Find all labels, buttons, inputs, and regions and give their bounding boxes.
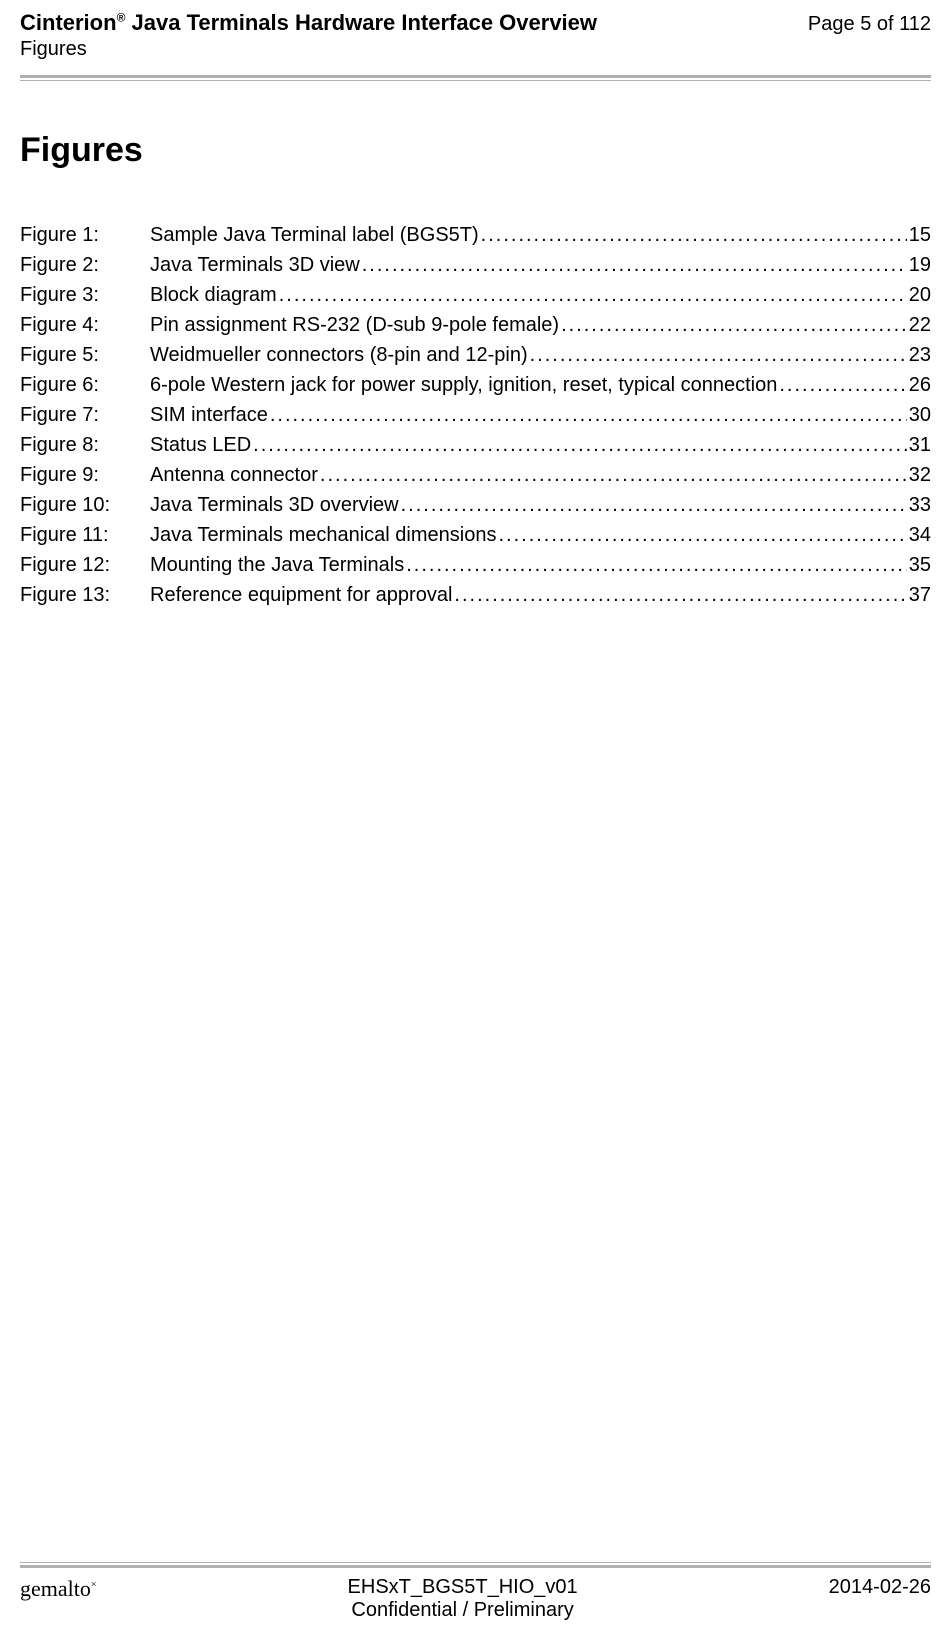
toc-page: 35	[909, 550, 931, 580]
page-number: Page 5 of 112	[808, 13, 931, 36]
toc-label: Figure 4:	[20, 310, 150, 340]
figures-heading: Figures	[20, 131, 931, 170]
toc-row: Figure 8: Status LED 31	[20, 430, 931, 460]
toc-dots	[406, 550, 907, 580]
content-area: Figures Figure 1: Sample Java Terminal l…	[0, 81, 951, 610]
toc-label: Figure 6:	[20, 370, 150, 400]
toc-label: Figure 10:	[20, 490, 150, 520]
footer-date: 2014-02-26	[829, 1576, 931, 1599]
toc-dots	[561, 310, 907, 340]
toc-text: Antenna connector	[150, 460, 318, 490]
toc-text: Java Terminals 3D overview	[150, 490, 399, 520]
toc-row: Figure 6: 6-pole Western jack for power …	[20, 370, 931, 400]
toc-dots	[779, 370, 906, 400]
figures-toc: Figure 1: Sample Java Terminal label (BG…	[20, 220, 931, 610]
toc-dots	[530, 340, 907, 370]
toc-page: 22	[909, 310, 931, 340]
toc-text: Mounting the Java Terminals	[150, 550, 404, 580]
page: Cinterion® Java Terminals Hardware Inter…	[0, 0, 951, 1640]
toc-text: Block diagram	[150, 280, 277, 310]
toc-page: 31	[909, 430, 931, 460]
toc-text: Java Terminals mechanical dimensions	[150, 520, 496, 550]
footer-doc-id: EHSxT_BGS5T_HIO_v01	[348, 1576, 578, 1599]
toc-label: Figure 3:	[20, 280, 150, 310]
title-rest: Java Terminals Hardware Interface Overvi…	[125, 10, 597, 35]
toc-label: Figure 8:	[20, 430, 150, 460]
toc-row: Figure 9: Antenna connector 32	[20, 460, 931, 490]
toc-label: Figure 11:	[20, 520, 150, 550]
toc-label: Figure 2:	[20, 250, 150, 280]
toc-row: Figure 4: Pin assignment RS-232 (D-sub 9…	[20, 310, 931, 340]
toc-page: 32	[909, 460, 931, 490]
toc-row: Figure 11: Java Terminals mechanical dim…	[20, 520, 931, 550]
toc-text: Sample Java Terminal label (BGS5T)	[150, 220, 479, 250]
toc-text: SIM interface	[150, 400, 268, 430]
toc-page: 26	[909, 370, 931, 400]
toc-dots	[481, 220, 907, 250]
toc-text: Reference equipment for approval	[150, 580, 452, 610]
footer-center: EHSxT_BGS5T_HIO_v01 Confidential / Preli…	[348, 1576, 578, 1622]
page-footer: gemalto× EHSxT_BGS5T_HIO_v01 Confidentia…	[20, 1562, 931, 1622]
toc-page: 19	[909, 250, 931, 280]
header-rule-thick	[20, 75, 931, 78]
toc-row: Figure 10: Java Terminals 3D overview 33	[20, 490, 931, 520]
footer-confidential: Confidential / Preliminary	[348, 1599, 578, 1622]
toc-dots	[253, 430, 907, 460]
toc-page: 23	[909, 340, 931, 370]
toc-text: Java Terminals 3D view	[150, 250, 360, 280]
toc-row: Figure 1: Sample Java Terminal label (BG…	[20, 220, 931, 250]
brand-rest: emalto	[31, 1576, 91, 1601]
toc-page: 20	[909, 280, 931, 310]
footer-rule-thin	[20, 1562, 931, 1563]
toc-dots	[279, 280, 907, 310]
toc-row: Figure 7: SIM interface 30	[20, 400, 931, 430]
footer-rule-thick	[20, 1565, 931, 1568]
toc-label: Figure 7:	[20, 400, 150, 430]
doc-title: Cinterion® Java Terminals Hardware Inter…	[20, 10, 597, 36]
toc-label: Figure 13:	[20, 580, 150, 610]
toc-page: 33	[909, 490, 931, 520]
title-prefix: Cinterion	[20, 10, 117, 35]
toc-page: 30	[909, 400, 931, 430]
footer-row: gemalto× EHSxT_BGS5T_HIO_v01 Confidentia…	[20, 1576, 931, 1622]
footer-brand: gemalto×	[20, 1576, 97, 1602]
toc-dots	[362, 250, 907, 280]
toc-row: Figure 2: Java Terminals 3D view 19	[20, 250, 931, 280]
toc-dots	[320, 460, 907, 490]
toc-row: Figure 3: Block diagram 20	[20, 280, 931, 310]
toc-label: Figure 1:	[20, 220, 150, 250]
brand-g: g	[20, 1576, 31, 1601]
header-row: Cinterion® Java Terminals Hardware Inter…	[20, 10, 931, 36]
toc-text: Pin assignment RS-232 (D-sub 9-pole fema…	[150, 310, 559, 340]
toc-page: 34	[909, 520, 931, 550]
header-section: Figures	[20, 38, 931, 61]
toc-row: Figure 5: Weidmueller connectors (8-pin …	[20, 340, 931, 370]
toc-page: 15	[909, 220, 931, 250]
toc-row: Figure 12: Mounting the Java Terminals 3…	[20, 550, 931, 580]
toc-text: 6-pole Western jack for power supply, ig…	[150, 370, 777, 400]
toc-text: Status LED	[150, 430, 251, 460]
toc-dots	[270, 400, 907, 430]
toc-label: Figure 9:	[20, 460, 150, 490]
toc-label: Figure 12:	[20, 550, 150, 580]
toc-dots	[401, 490, 907, 520]
toc-label: Figure 5:	[20, 340, 150, 370]
toc-dots	[454, 580, 906, 610]
toc-row: Figure 13: Reference equipment for appro…	[20, 580, 931, 610]
toc-page: 37	[909, 580, 931, 610]
brand-sup: ×	[91, 1580, 97, 1591]
toc-dots	[498, 520, 906, 550]
page-header: Cinterion® Java Terminals Hardware Inter…	[0, 0, 951, 67]
toc-text: Weidmueller connectors (8-pin and 12-pin…	[150, 340, 528, 370]
